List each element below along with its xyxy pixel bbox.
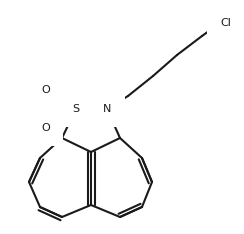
Text: N: N: [103, 104, 111, 114]
Text: O: O: [41, 85, 50, 95]
Text: O: O: [41, 123, 50, 133]
Text: Cl: Cl: [220, 18, 231, 28]
Text: S: S: [72, 104, 80, 114]
